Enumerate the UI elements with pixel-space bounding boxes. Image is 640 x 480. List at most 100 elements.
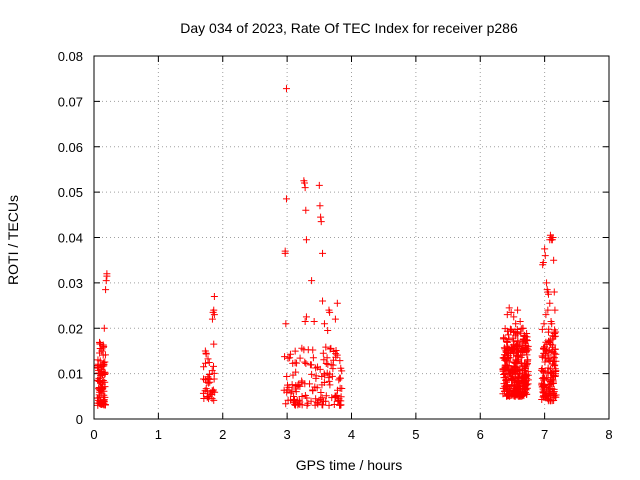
data-point	[541, 252, 549, 260]
data-point	[312, 364, 320, 372]
data-point	[544, 306, 552, 314]
data-point	[201, 387, 209, 395]
data-point	[523, 360, 531, 368]
data-point	[98, 389, 106, 397]
data-point	[330, 348, 338, 356]
data-point	[552, 350, 560, 358]
data-point	[318, 394, 326, 402]
data-point	[501, 356, 509, 364]
data-point	[324, 327, 332, 335]
data-point	[512, 320, 520, 328]
data-point	[101, 370, 109, 378]
data-point	[302, 206, 310, 214]
data-point	[284, 354, 292, 362]
data-point	[517, 329, 525, 337]
data-point	[551, 306, 559, 314]
data-point	[547, 348, 555, 356]
data-point	[546, 396, 554, 404]
data-point	[318, 381, 326, 389]
data-point	[96, 339, 104, 347]
data-point	[302, 313, 310, 321]
data-point	[544, 390, 552, 398]
data-point	[319, 349, 327, 357]
data-point	[522, 342, 530, 350]
data-point	[306, 361, 314, 369]
data-point	[510, 337, 518, 345]
data-point	[322, 343, 330, 351]
data-point	[319, 401, 327, 409]
data-point	[301, 179, 309, 187]
data-point	[100, 324, 108, 332]
data-point	[326, 345, 334, 353]
data-point	[205, 379, 213, 387]
y-tick-label: 0.03	[58, 276, 83, 291]
data-point	[282, 320, 290, 328]
data-point	[550, 385, 558, 393]
data-point	[296, 398, 304, 406]
data-point	[284, 396, 292, 404]
data-point	[505, 304, 513, 312]
data-point	[321, 371, 329, 379]
data-point	[282, 400, 290, 408]
data-point	[538, 325, 546, 333]
data-point	[290, 392, 298, 400]
data-point	[324, 360, 332, 368]
data-point	[548, 320, 556, 328]
data-point	[539, 353, 547, 361]
data-point	[201, 359, 209, 367]
x-tick-label: 4	[348, 427, 355, 442]
data-point	[301, 358, 309, 366]
data-point	[101, 351, 109, 359]
data-point	[516, 392, 524, 400]
data-point	[517, 353, 525, 361]
data-point	[205, 358, 213, 366]
data-point	[210, 306, 218, 314]
x-tick-label: 0	[90, 427, 97, 442]
data-point	[312, 395, 320, 403]
data-point	[96, 376, 104, 384]
data-point	[521, 385, 529, 393]
data-point	[522, 372, 530, 380]
data-point	[210, 375, 218, 383]
data-point	[200, 363, 208, 371]
data-point	[506, 368, 514, 376]
y-tick-label: 0.06	[58, 140, 83, 155]
data-point	[521, 332, 529, 340]
chart-title: Day 034 of 2023, Rate Of TEC Index for r…	[180, 20, 518, 36]
data-point	[319, 249, 327, 257]
y-tick-label: 0.01	[58, 367, 83, 382]
data-point	[209, 386, 217, 394]
data-point	[320, 320, 328, 328]
data-point	[325, 377, 333, 385]
data-point	[551, 370, 559, 378]
data-point	[204, 355, 212, 363]
data-point	[508, 376, 516, 384]
data-point	[285, 383, 293, 391]
data-point	[315, 181, 323, 189]
data-point	[550, 333, 558, 341]
data-point	[523, 347, 531, 355]
y-tick-label: 0.08	[58, 49, 83, 64]
data-point	[510, 313, 518, 321]
data-point	[308, 277, 316, 285]
data-point	[521, 378, 529, 386]
data-point	[283, 373, 291, 381]
data-point	[550, 362, 558, 370]
data-point	[506, 392, 514, 400]
data-point	[519, 324, 527, 332]
data-point	[199, 375, 207, 383]
data-point	[507, 308, 515, 316]
data-point	[504, 331, 512, 339]
data-point	[210, 362, 218, 370]
data-point	[333, 299, 341, 307]
data-point	[210, 396, 218, 404]
data-point	[325, 401, 333, 409]
data-point	[99, 361, 107, 369]
data-point	[310, 317, 318, 325]
y-tick-label: 0.04	[58, 231, 83, 246]
data-point	[518, 376, 526, 384]
data-point	[546, 299, 554, 307]
data-point	[541, 358, 549, 366]
data-point	[302, 236, 310, 244]
data-point	[292, 368, 300, 376]
